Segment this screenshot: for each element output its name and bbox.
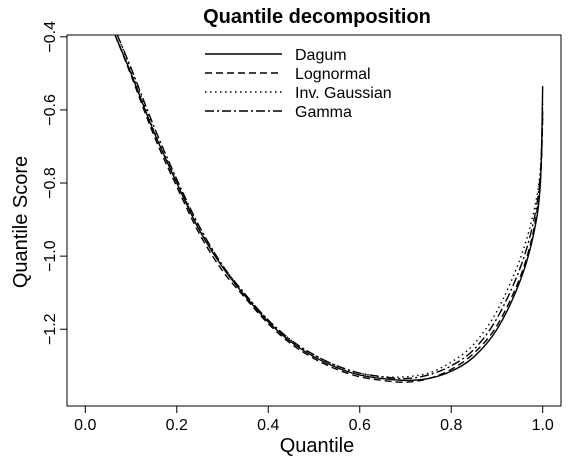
series-layer xyxy=(114,35,544,383)
x-axis: 0.0 0.2 0.4 0.6 0.8 1.0 xyxy=(74,406,554,434)
y-axis: −1.2 −1.0 −0.8 −0.6 −0.4 xyxy=(42,21,67,345)
y-tick-label: −0.4 xyxy=(42,21,59,53)
x-tick-label: 0.6 xyxy=(349,417,371,434)
y-tick-label: −1.0 xyxy=(42,240,59,272)
y-axis-label: Quantile Score xyxy=(10,156,32,288)
y-tick-label: −1.2 xyxy=(42,313,59,345)
y-tick-label: −0.6 xyxy=(42,94,59,126)
x-tick-label: 0.8 xyxy=(440,417,462,434)
x-tick-label: 0.4 xyxy=(257,417,279,434)
x-tick-label: 1.0 xyxy=(532,417,554,434)
x-axis-label: Quantile xyxy=(280,435,355,457)
chart-title: Quantile decomposition xyxy=(203,6,431,28)
x-tick-label: 0.2 xyxy=(166,417,188,434)
series-line-lognormal xyxy=(114,35,544,383)
legend: Dagum Lognormal Inv. Gaussian Gamma xyxy=(205,47,392,121)
series-line-dagum xyxy=(114,35,544,382)
legend-label: Gamma xyxy=(295,104,352,121)
y-tick-label: −0.8 xyxy=(42,167,59,199)
x-tick-label: 0.0 xyxy=(74,417,96,434)
series-line-gamma xyxy=(116,35,544,380)
legend-label: Dagum xyxy=(295,47,347,64)
legend-label: Lognormal xyxy=(295,66,371,83)
legend-label: Inv. Gaussian xyxy=(295,85,392,102)
plot-frame xyxy=(66,34,562,407)
